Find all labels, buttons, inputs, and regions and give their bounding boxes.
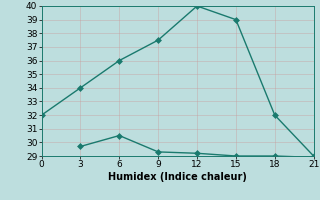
X-axis label: Humidex (Indice chaleur): Humidex (Indice chaleur) [108,172,247,182]
